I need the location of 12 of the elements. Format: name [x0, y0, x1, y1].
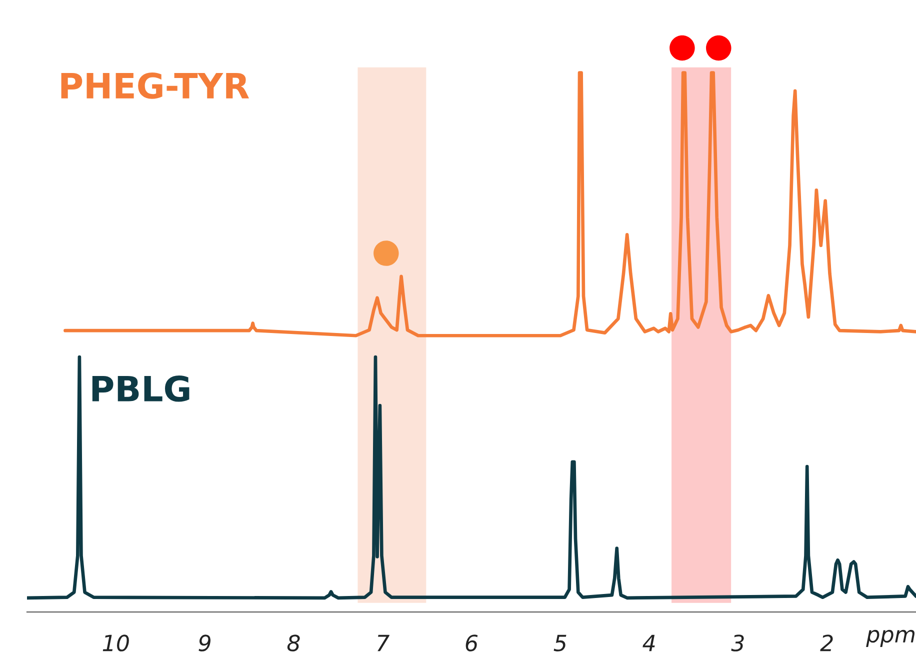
- x-tick-label: 9: [198, 634, 210, 652]
- x-tick-label: 10: [102, 634, 129, 652]
- x-tick-label: 5: [554, 634, 566, 652]
- x-tick-label: 8: [287, 634, 300, 652]
- x-tick-label: 7: [378, 634, 390, 652]
- x-tick-label: 4: [642, 634, 655, 652]
- x-tick-label: 3: [731, 634, 744, 652]
- x-tick-label: 2: [820, 634, 833, 652]
- x-tick-label: 6: [466, 634, 478, 652]
- series-label: PBLG: [92, 375, 190, 402]
- text: PHEG-TYR: [61, 72, 249, 99]
- x-axis-title: ppm: [866, 630, 914, 647]
